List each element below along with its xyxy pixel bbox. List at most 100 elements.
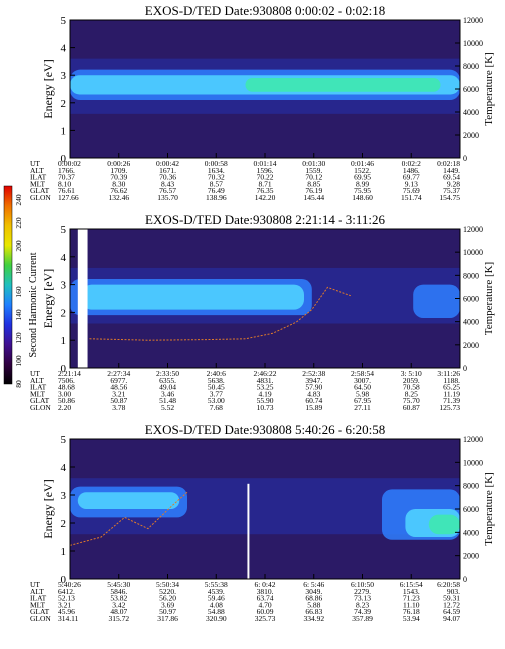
row-value-mlt: 8.85 <box>307 179 320 188</box>
row-value-glat: 71.39 <box>443 396 460 405</box>
row-value-alt: 6977. <box>110 376 127 385</box>
row-label-glat: GLAT <box>30 396 50 405</box>
row-value-alt: 1543. <box>403 587 420 596</box>
data-gap <box>247 483 250 579</box>
row-label-glon: GLON <box>30 193 51 202</box>
row-value-ilat: 50.45 <box>208 383 225 392</box>
row-value-mlt: 8.71 <box>258 179 271 188</box>
row-value-mlt: 8.43 <box>161 179 174 188</box>
row-value-mlt: 5.98 <box>356 389 369 398</box>
row-value-glon: 135.70 <box>157 193 178 202</box>
y2-tick-label: 0 <box>463 575 467 584</box>
panel-title: EXOS-D/TED Date:930808 0:00:02 - 0:02:18 <box>145 3 385 18</box>
row-value-ilat: 53.25 <box>257 383 274 392</box>
y-tick-label: 3 <box>61 490 67 502</box>
row-value-ilat: 73.13 <box>354 594 371 603</box>
y2-tick-label: 8000 <box>463 482 479 491</box>
y2-tick-label: 2000 <box>463 131 479 140</box>
y-tick-label: 1 <box>61 335 67 347</box>
y-tick-label: 2 <box>61 518 67 530</box>
y2-tick-label: 6000 <box>463 505 479 514</box>
row-value-mlt: 4.83 <box>307 389 320 398</box>
spectrogram-panel-3: EXOS-D/TED Date:930808 5:40:26 - 6:20:58… <box>30 422 495 623</box>
row-value-mlt: 3.21 <box>112 389 125 398</box>
row-value-alt: 6412. <box>58 587 75 596</box>
row-value-ut: 6: 5:46 <box>303 580 324 589</box>
row-value-glon: 132.46 <box>108 193 129 202</box>
row-value-glon: 10.73 <box>257 403 274 412</box>
row-value-mlt: 8.25 <box>405 389 418 398</box>
row-label-ilat: ILAT <box>30 383 47 392</box>
spectrogram-panels: EXOS-D/TED Date:930808 0:00:02 - 0:02:18… <box>30 3 495 623</box>
row-value-mlt: 4.70 <box>258 600 271 609</box>
y2-tick-label: 0 <box>463 154 467 163</box>
y2-tick-label: 8000 <box>463 62 479 71</box>
colorbar-tick-label: 240 <box>14 194 23 206</box>
row-value-mlt: 8.99 <box>356 179 369 188</box>
row-value-ut: 0:02:2 <box>402 159 421 168</box>
row-value-glon: 320.90 <box>206 614 227 623</box>
row-value-mlt: 4.08 <box>210 600 223 609</box>
row-value-alt: 5846. <box>110 587 127 596</box>
row-value-mlt: 8.10 <box>58 179 71 188</box>
row-value-glon: 127.66 <box>58 193 79 202</box>
row-value-ilat: 49.04 <box>159 383 176 392</box>
row-value-glon: 53.94 <box>403 614 420 623</box>
row-value-glat: 60.74 <box>305 396 322 405</box>
row-value-glon: 142.20 <box>255 193 276 202</box>
row-label-mlt: MLT <box>30 389 46 398</box>
row-value-mlt: 9.28 <box>447 179 460 188</box>
row-value-ilat: 56.20 <box>159 594 176 603</box>
row-value-alt: 903. <box>447 587 460 596</box>
row-label-mlt: MLT <box>30 179 46 188</box>
row-value-alt: 3947. <box>305 376 322 385</box>
row-value-ut: 0:01:46 <box>351 159 374 168</box>
y-tick-label: 2 <box>61 98 67 110</box>
row-value-mlt: 11.10 <box>403 600 420 609</box>
row-label-ut: UT <box>30 369 40 378</box>
row-value-ilat: 69.54 <box>443 173 460 182</box>
row-value-glon: 315.72 <box>108 614 129 623</box>
row-value-alt: 2059. <box>403 376 420 385</box>
y2-tick-label: 4000 <box>463 108 479 117</box>
row-value-ut: 6:15:54 <box>400 580 423 589</box>
row-value-alt: 1188. <box>443 376 460 385</box>
row-value-mlt: 5.88 <box>307 600 320 609</box>
colorbar-tick-label: 80 <box>14 380 23 388</box>
row-label-glon: GLON <box>30 403 51 412</box>
y-axis-label: Energy [eV] <box>41 269 55 328</box>
colorbar-tick-label: 180 <box>14 263 23 275</box>
row-value-alt: 1709. <box>110 166 127 175</box>
data-gap <box>77 229 88 368</box>
temperature-trace <box>89 286 351 341</box>
y-tick-label: 2 <box>61 307 67 319</box>
row-value-ut: 6:20:58 <box>437 580 460 589</box>
row-label-ilat: ILAT <box>30 594 47 603</box>
row-value-ut: 0:00:26 <box>107 159 130 168</box>
y2-tick-label: 2000 <box>463 341 479 350</box>
row-value-glon: 5.52 <box>161 403 174 412</box>
row-value-glat: 50.86 <box>58 396 75 405</box>
colorbar-tick-label: 200 <box>14 240 23 252</box>
row-value-alt: 1522. <box>354 166 371 175</box>
row-value-ilat: 71.23 <box>403 594 420 603</box>
row-value-alt: 1486. <box>403 166 420 175</box>
row-value-glat: 75.70 <box>403 396 420 405</box>
row-value-glat: 76.19 <box>305 186 322 195</box>
spectrogram-panel-2: EXOS-D/TED Date:930808 2:21:14 - 3:11:26… <box>30 212 495 412</box>
row-value-mlt: 8.23 <box>356 600 369 609</box>
row-value-glon: 7.68 <box>210 403 223 412</box>
row-value-alt: 1766. <box>58 166 75 175</box>
row-value-ut: 2:52:38 <box>302 369 325 378</box>
row-value-mlt: 9.13 <box>405 179 418 188</box>
y2-tick-label: 8000 <box>463 271 479 280</box>
y-tick-label: 1 <box>61 546 67 558</box>
row-label-ilat: ILAT <box>30 173 47 182</box>
row-value-glon: 148.60 <box>352 193 373 202</box>
y2-tick-label: 10000 <box>463 458 483 467</box>
row-value-alt: 3007. <box>354 376 371 385</box>
row-value-glat: 76.18 <box>403 607 420 616</box>
row-value-ilat: 65.25 <box>443 383 460 392</box>
row-value-mlt: 3.00 <box>58 389 71 398</box>
y-tick-label: 5 <box>61 15 67 27</box>
